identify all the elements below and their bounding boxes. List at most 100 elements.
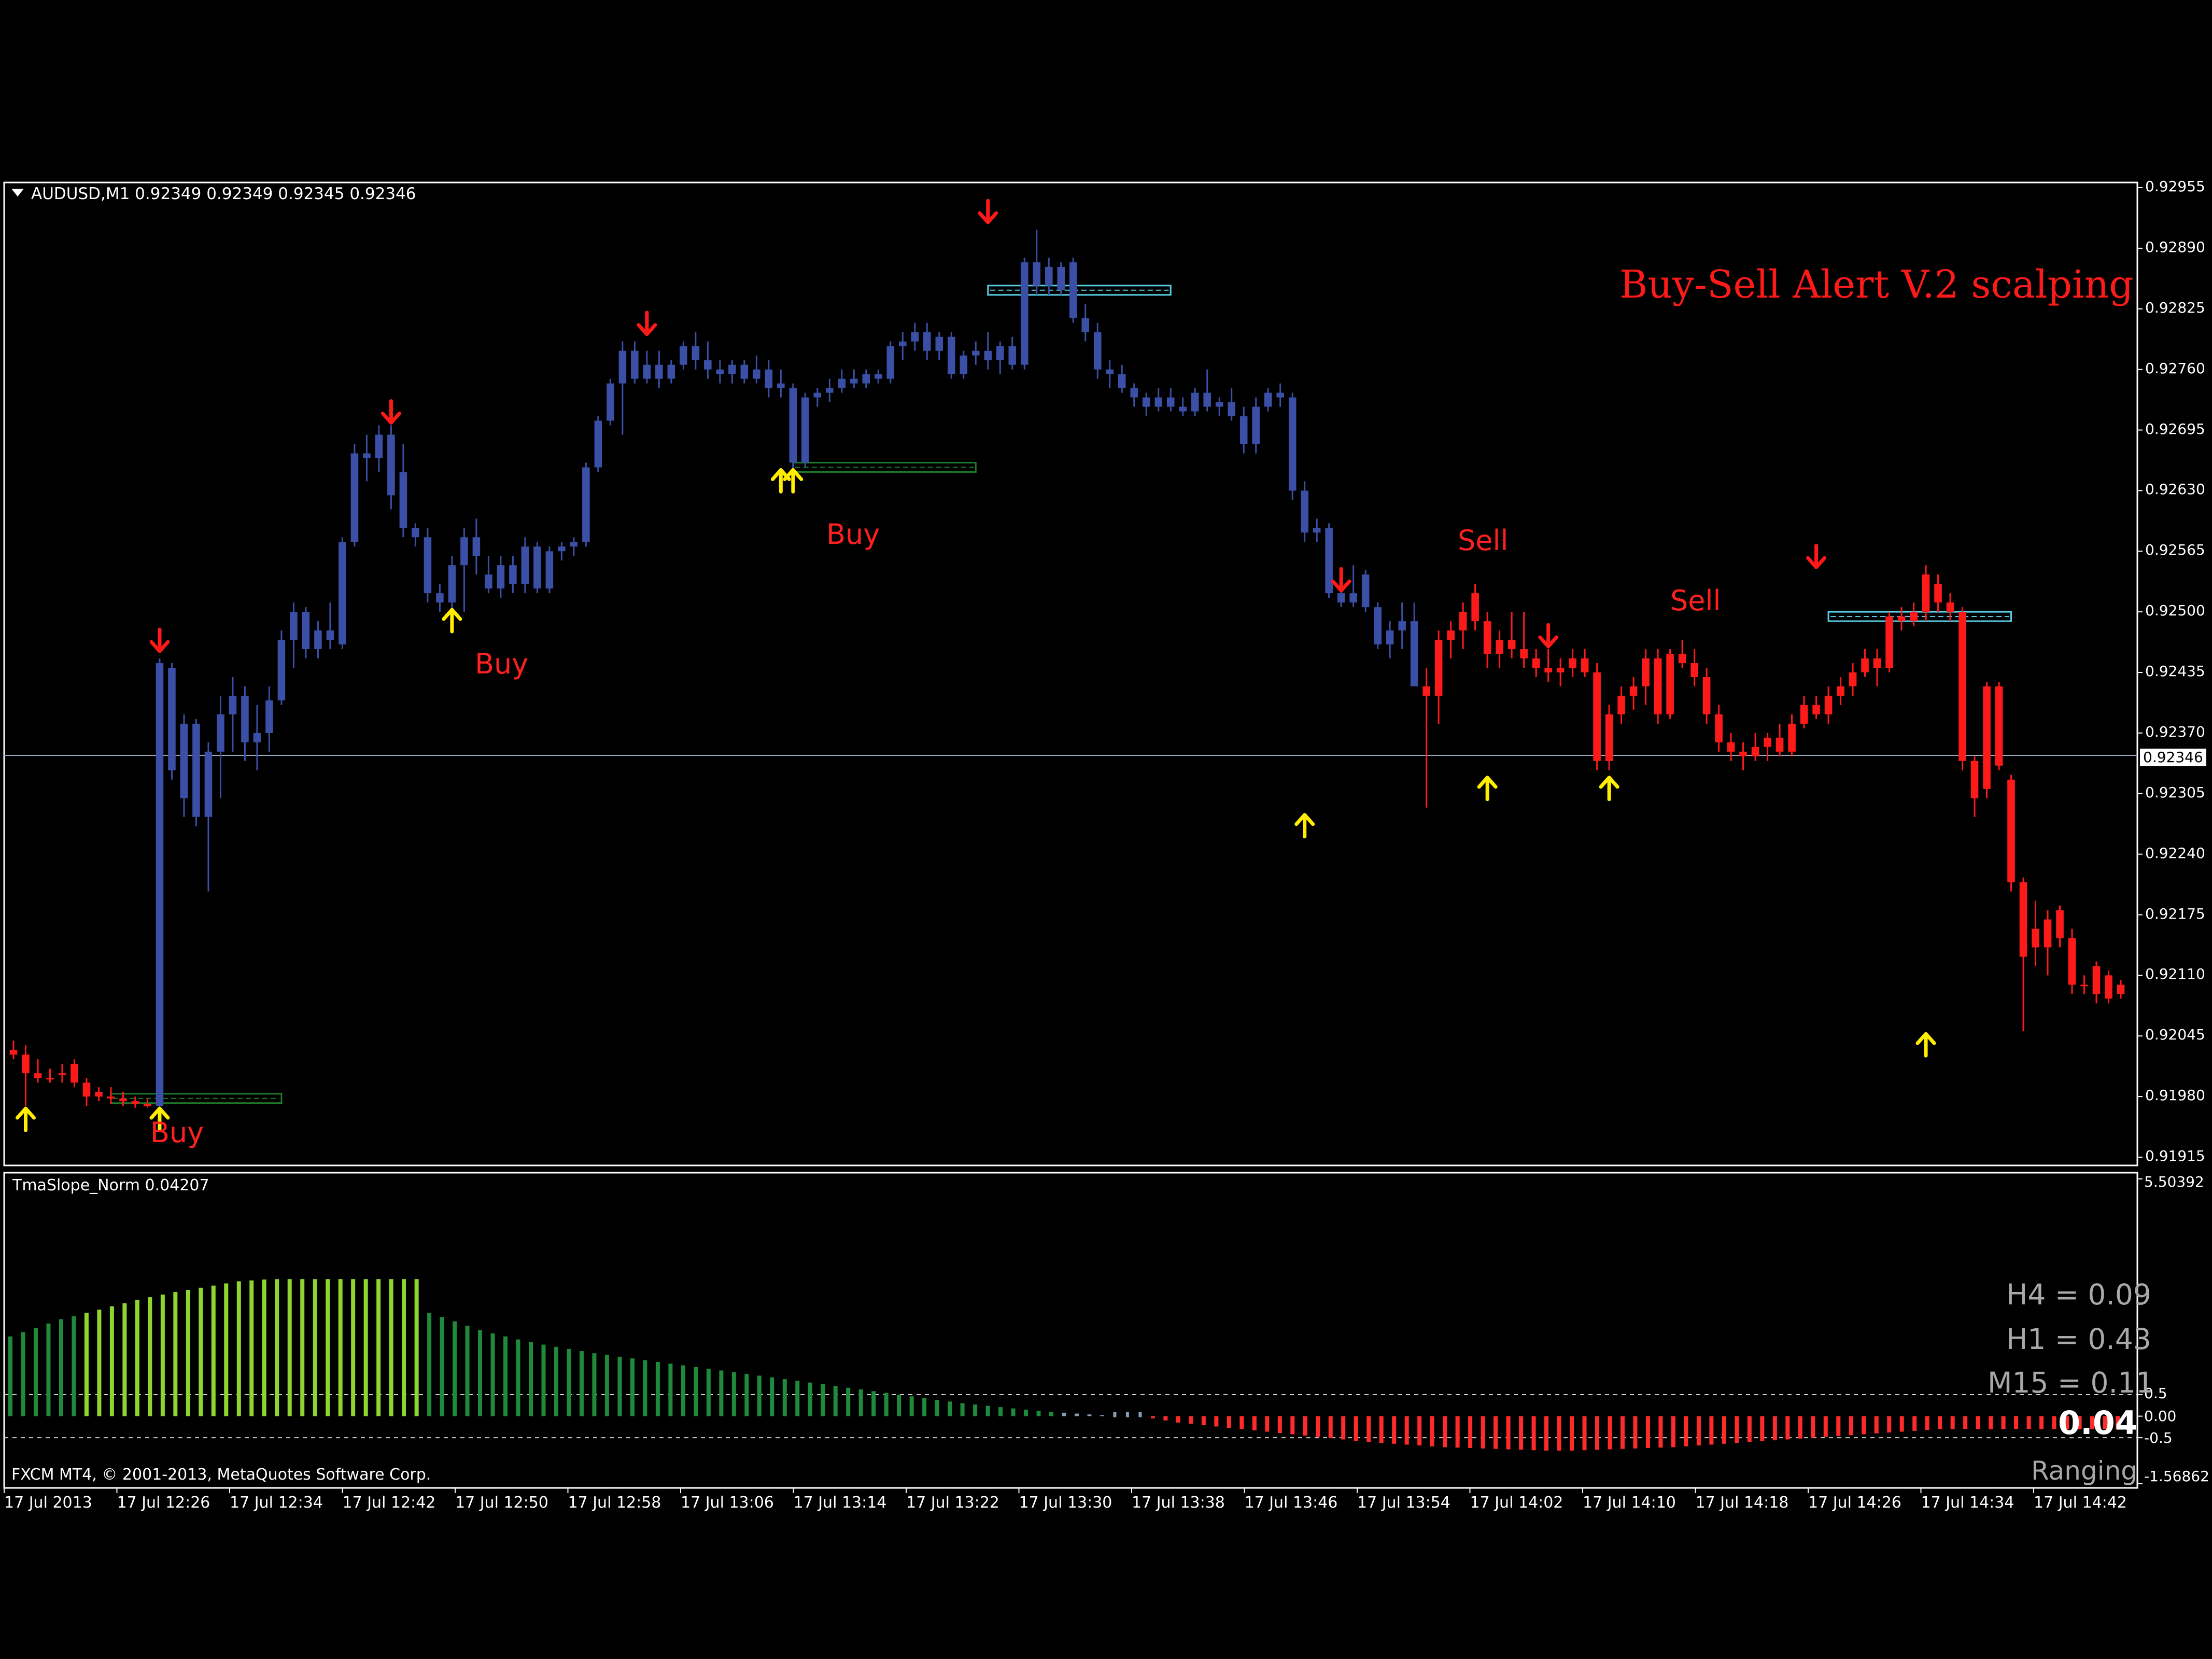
candle-body	[204, 751, 213, 817]
candle-body	[290, 612, 298, 640]
candle-body	[1325, 528, 1333, 594]
candle-body	[1654, 658, 1662, 714]
indicator-bar	[897, 1395, 901, 1416]
indicator-bar	[1823, 1416, 1828, 1437]
indicator-bar	[668, 1363, 673, 1416]
buy-arrow-icon	[783, 468, 804, 494]
candle-body	[1252, 406, 1260, 444]
indicator-bar	[1887, 1416, 1892, 1433]
sell-arrow-icon	[637, 311, 657, 336]
candle-body	[1045, 266, 1053, 286]
candle-body	[95, 1092, 103, 1097]
candle-body	[1873, 658, 1881, 668]
candle-body	[1837, 686, 1844, 696]
indicator-bar	[148, 1297, 152, 1416]
indicator-bar	[884, 1393, 889, 1416]
indicator-bar	[1874, 1416, 1879, 1433]
candle-body	[1459, 612, 1467, 631]
indicator-pane-frame	[3, 1172, 2138, 1489]
buy-arrow-icon	[15, 1106, 36, 1132]
indicator-bar	[821, 1384, 825, 1416]
indicator-bar	[8, 1336, 12, 1416]
candle-body	[2044, 919, 2052, 948]
candle-body	[485, 574, 492, 589]
indicator-bar	[1976, 1416, 1980, 1429]
candle-body	[1727, 742, 1735, 752]
candle-body	[1471, 593, 1479, 622]
candle-body	[545, 551, 554, 589]
indicator-bar	[1328, 1416, 1333, 1438]
candlestick-series[interactable]	[9, 229, 2125, 1111]
indicator-bar	[236, 1281, 241, 1416]
candle-body	[996, 346, 1004, 360]
candle-body	[1410, 621, 1418, 686]
candle-body	[1264, 392, 1272, 407]
indicator-bar	[998, 1407, 1003, 1416]
candle-body	[436, 593, 444, 603]
indicator-bar	[199, 1287, 203, 1416]
candle-body	[168, 668, 176, 770]
indicator-bar	[1366, 1416, 1371, 1442]
candle-body	[1386, 630, 1394, 645]
indicator-bar	[21, 1332, 25, 1416]
indicator-bar	[351, 1279, 356, 1416]
candle-body	[1191, 392, 1199, 412]
candle-body	[1605, 714, 1613, 761]
candle-body	[1934, 584, 1942, 603]
indicator-bar	[846, 1387, 851, 1416]
candle-body	[631, 350, 639, 379]
sell-arrow-icon	[978, 199, 998, 224]
candle-body	[935, 336, 943, 351]
indicator-bar	[681, 1365, 685, 1416]
candle-body	[1130, 388, 1138, 398]
candle-body	[1142, 397, 1150, 407]
indicator-bar	[1557, 1416, 1561, 1451]
indicator-bar	[592, 1353, 597, 1416]
indicator-bar	[326, 1279, 330, 1416]
indicator-bar	[1582, 1416, 1587, 1451]
candle-body	[886, 346, 895, 379]
candle-body	[789, 388, 797, 463]
indicator-bar	[1443, 1416, 1447, 1447]
candle-body	[777, 383, 785, 388]
indicator-bar	[1455, 1416, 1460, 1448]
indicator-bar	[2026, 1416, 2031, 1429]
indicator-bar	[1100, 1415, 1104, 1416]
indicator-bar	[1531, 1416, 1536, 1451]
candle-body	[1593, 672, 1601, 761]
candle-body	[363, 453, 371, 458]
indicator-bar	[1722, 1416, 1726, 1444]
indicator-bar	[1074, 1413, 1079, 1416]
indicator-bar	[1595, 1416, 1599, 1450]
indicator-bar	[1544, 1416, 1549, 1451]
indicator-bar	[1417, 1416, 1422, 1446]
indicator-bar	[1836, 1416, 1841, 1436]
indicator-bar	[719, 1370, 724, 1416]
sell-arrow-icon	[381, 399, 401, 425]
sell-arrow-icon	[1806, 543, 1827, 569]
candle-body	[1897, 616, 1906, 622]
indicator-bar	[1798, 1416, 1802, 1439]
candle-body	[753, 369, 760, 379]
candle-body	[144, 1104, 151, 1106]
candle-body	[1885, 616, 1893, 668]
candle-body	[1788, 723, 1796, 752]
indicator-bar	[262, 1280, 266, 1416]
candle-body	[1556, 668, 1565, 672]
indicator-bar	[275, 1279, 279, 1416]
candle-body	[1008, 346, 1017, 365]
indicator-bar	[706, 1369, 711, 1416]
candle-body	[326, 630, 334, 640]
indicator-bar	[1925, 1416, 1929, 1430]
indicator-bar	[529, 1342, 533, 1416]
candle-body	[1337, 593, 1345, 603]
candle-body	[1581, 658, 1589, 672]
candle-body	[1361, 574, 1370, 608]
indicator-bar	[1963, 1416, 1968, 1429]
indicator-bar	[1849, 1416, 1853, 1436]
candle-body	[1313, 528, 1321, 533]
candle-body	[2068, 938, 2076, 985]
sell-zone-box	[987, 285, 1172, 296]
